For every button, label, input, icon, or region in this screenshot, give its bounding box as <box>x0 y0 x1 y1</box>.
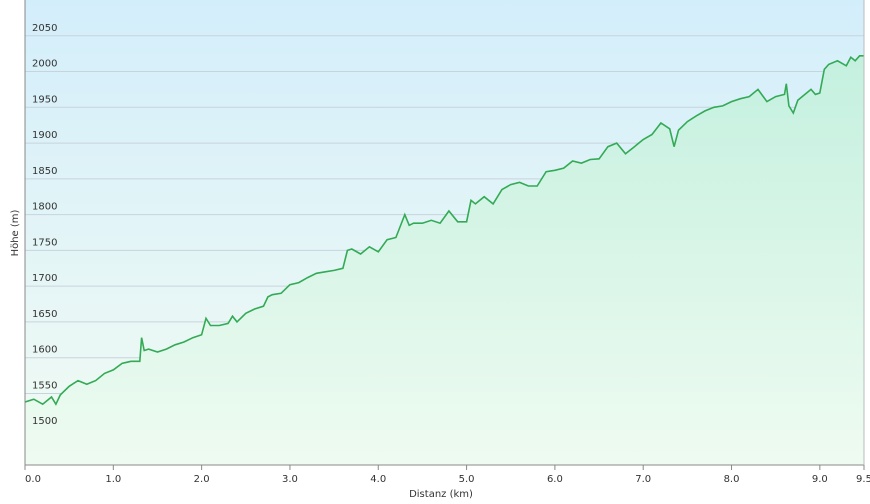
x-tick-label: 6.0 <box>547 474 563 485</box>
y-tick-label: 1800 <box>32 202 57 213</box>
y-tick-label: 1900 <box>32 130 57 141</box>
x-tick-label: 4.0 <box>370 474 386 485</box>
x-tick-label: 1.0 <box>105 474 121 485</box>
y-tick-label: 1700 <box>32 273 57 284</box>
x-axis-label: Distanz (km) <box>409 489 473 500</box>
x-tick-label: 9.5 <box>856 474 870 485</box>
y-tick-label: 1650 <box>32 309 57 320</box>
x-tick-label: 0.0 <box>25 474 41 485</box>
elevation-line <box>24 55 864 406</box>
x-tick-label: 9.0 <box>812 474 828 485</box>
y-tick-label: 2000 <box>32 59 57 70</box>
area <box>25 55 864 466</box>
y-tick-label: 1750 <box>32 237 57 248</box>
y-tick-label: 1950 <box>32 94 57 105</box>
x-tick-label: 8.0 <box>724 474 740 485</box>
y-tick-label: 1600 <box>32 345 57 356</box>
y-tick-label: 1550 <box>32 380 57 391</box>
y-tick-label: 2050 <box>32 23 57 34</box>
x-tick-label: 7.0 <box>635 474 651 485</box>
y-tick-label: 1500 <box>32 416 57 427</box>
x-tick-label: 3.0 <box>282 474 298 485</box>
x-tick-label: 2.0 <box>194 474 210 485</box>
y-tick-label: 1850 <box>32 166 57 177</box>
x-tick-label: 5.0 <box>459 474 475 485</box>
y-axis-label: Höhe (m) <box>10 209 21 256</box>
